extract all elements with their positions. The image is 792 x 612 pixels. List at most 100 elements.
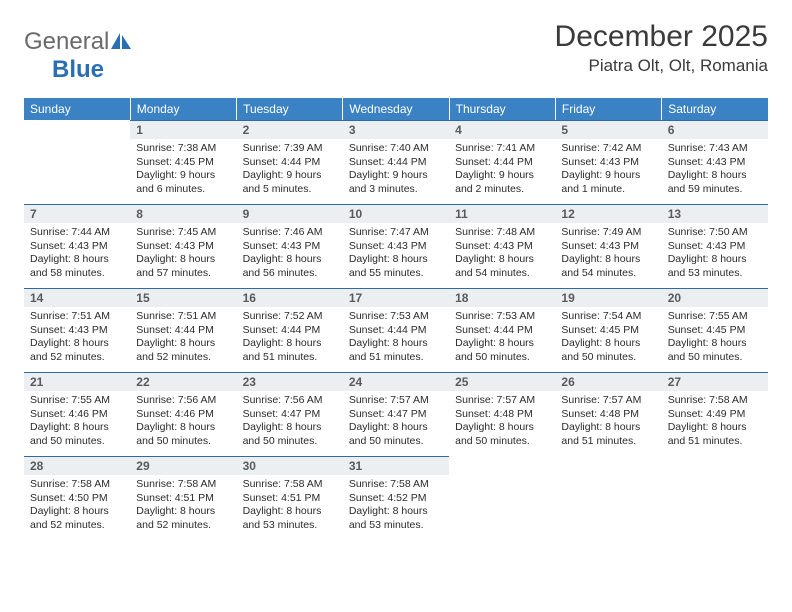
day-number: 16 [237,288,343,307]
day-number: 27 [662,372,768,391]
day-data: Sunrise: 7:49 AMSunset: 4:43 PMDaylight:… [555,223,661,285]
day-number: 10 [343,204,449,223]
day-number: 1 [130,120,236,139]
weekday-header: Sunday [24,98,130,120]
calendar-week-row: 7Sunrise: 7:44 AMSunset: 4:43 PMDaylight… [24,204,768,288]
calendar-day-cell: 22Sunrise: 7:56 AMSunset: 4:46 PMDayligh… [130,372,236,456]
calendar-day-cell: .. [555,456,661,540]
calendar-day-cell: 17Sunrise: 7:53 AMSunset: 4:44 PMDayligh… [343,288,449,372]
day-data: Sunrise: 7:55 AMSunset: 4:45 PMDaylight:… [662,307,768,369]
day-data: Sunrise: 7:58 AMSunset: 4:51 PMDaylight:… [130,475,236,537]
title-block: December 2025 Piatra Olt, Olt, Romania [555,20,768,76]
day-number: 2 [237,120,343,139]
location: Piatra Olt, Olt, Romania [555,56,768,76]
day-data: Sunrise: 7:55 AMSunset: 4:46 PMDaylight:… [24,391,130,453]
logo-text-blue: Blue [52,56,104,83]
day-number: 21 [24,372,130,391]
day-number: 20 [662,288,768,307]
day-data: Sunrise: 7:40 AMSunset: 4:44 PMDaylight:… [343,139,449,201]
day-data: Sunrise: 7:58 AMSunset: 4:52 PMDaylight:… [343,475,449,537]
day-data: Sunrise: 7:38 AMSunset: 4:45 PMDaylight:… [130,139,236,201]
day-number: 25 [449,372,555,391]
calendar-week-row: ..1Sunrise: 7:38 AMSunset: 4:45 PMDaylig… [24,120,768,204]
day-data: Sunrise: 7:58 AMSunset: 4:49 PMDaylight:… [662,391,768,453]
day-number: 23 [237,372,343,391]
calendar-week-row: 14Sunrise: 7:51 AMSunset: 4:43 PMDayligh… [24,288,768,372]
calendar-day-cell: 1Sunrise: 7:38 AMSunset: 4:45 PMDaylight… [130,120,236,204]
calendar-day-cell: 9Sunrise: 7:46 AMSunset: 4:43 PMDaylight… [237,204,343,288]
day-data: Sunrise: 7:46 AMSunset: 4:43 PMDaylight:… [237,223,343,285]
day-data: Sunrise: 7:51 AMSunset: 4:43 PMDaylight:… [24,307,130,369]
weekday-header: Thursday [449,98,555,120]
calendar-head: SundayMondayTuesdayWednesdayThursdayFrid… [24,98,768,120]
calendar-day-cell: 15Sunrise: 7:51 AMSunset: 4:44 PMDayligh… [130,288,236,372]
calendar-day-cell: 2Sunrise: 7:39 AMSunset: 4:44 PMDaylight… [237,120,343,204]
calendar-day-cell: 4Sunrise: 7:41 AMSunset: 4:44 PMDaylight… [449,120,555,204]
calendar-day-cell: 13Sunrise: 7:50 AMSunset: 4:43 PMDayligh… [662,204,768,288]
day-number: 29 [130,456,236,475]
day-data: Sunrise: 7:58 AMSunset: 4:51 PMDaylight:… [237,475,343,537]
day-data: Sunrise: 7:51 AMSunset: 4:44 PMDaylight:… [130,307,236,369]
day-number: 6 [662,120,768,139]
day-number: 31 [343,456,449,475]
day-data: Sunrise: 7:56 AMSunset: 4:47 PMDaylight:… [237,391,343,453]
day-number: 30 [237,456,343,475]
day-data: Sunrise: 7:43 AMSunset: 4:43 PMDaylight:… [662,139,768,201]
calendar-day-cell: 23Sunrise: 7:56 AMSunset: 4:47 PMDayligh… [237,372,343,456]
day-number: 4 [449,120,555,139]
calendar-day-cell: 16Sunrise: 7:52 AMSunset: 4:44 PMDayligh… [237,288,343,372]
calendar-day-cell: 27Sunrise: 7:58 AMSunset: 4:49 PMDayligh… [662,372,768,456]
calendar-day-cell: 26Sunrise: 7:57 AMSunset: 4:48 PMDayligh… [555,372,661,456]
calendar-day-cell: 7Sunrise: 7:44 AMSunset: 4:43 PMDaylight… [24,204,130,288]
day-number: 17 [343,288,449,307]
day-data: Sunrise: 7:42 AMSunset: 4:43 PMDaylight:… [555,139,661,201]
day-data: Sunrise: 7:47 AMSunset: 4:43 PMDaylight:… [343,223,449,285]
day-data: Sunrise: 7:56 AMSunset: 4:46 PMDaylight:… [130,391,236,453]
calendar-day-cell: 24Sunrise: 7:57 AMSunset: 4:47 PMDayligh… [343,372,449,456]
day-data: Sunrise: 7:45 AMSunset: 4:43 PMDaylight:… [130,223,236,285]
month-title: December 2025 [555,20,768,54]
calendar-day-cell: .. [24,120,130,204]
day-number: 9 [237,204,343,223]
day-data: Sunrise: 7:53 AMSunset: 4:44 PMDaylight:… [343,307,449,369]
weekday-header: Monday [130,98,236,120]
day-number: 19 [555,288,661,307]
day-data: Sunrise: 7:50 AMSunset: 4:43 PMDaylight:… [662,223,768,285]
day-number: 13 [662,204,768,223]
weekday-header: Wednesday [343,98,449,120]
logo: General Blue [24,26,131,84]
calendar-day-cell: 25Sunrise: 7:57 AMSunset: 4:48 PMDayligh… [449,372,555,456]
calendar-day-cell: 30Sunrise: 7:58 AMSunset: 4:51 PMDayligh… [237,456,343,540]
calendar-day-cell: .. [449,456,555,540]
calendar-day-cell: 11Sunrise: 7:48 AMSunset: 4:43 PMDayligh… [449,204,555,288]
calendar-week-row: 28Sunrise: 7:58 AMSunset: 4:50 PMDayligh… [24,456,768,540]
day-number: 8 [130,204,236,223]
calendar-day-cell: 5Sunrise: 7:42 AMSunset: 4:43 PMDaylight… [555,120,661,204]
calendar-day-cell: 29Sunrise: 7:58 AMSunset: 4:51 PMDayligh… [130,456,236,540]
calendar-day-cell: 31Sunrise: 7:58 AMSunset: 4:52 PMDayligh… [343,456,449,540]
weekday-header: Saturday [662,98,768,120]
day-number: 22 [130,372,236,391]
day-data: Sunrise: 7:52 AMSunset: 4:44 PMDaylight:… [237,307,343,369]
day-number: 14 [24,288,130,307]
day-number: 15 [130,288,236,307]
logo-sail-icon [111,28,131,56]
calendar-day-cell: 6Sunrise: 7:43 AMSunset: 4:43 PMDaylight… [662,120,768,204]
calendar-day-cell: 14Sunrise: 7:51 AMSunset: 4:43 PMDayligh… [24,288,130,372]
logo-text-general: General [24,28,109,55]
day-data: Sunrise: 7:57 AMSunset: 4:47 PMDaylight:… [343,391,449,453]
calendar-day-cell: 28Sunrise: 7:58 AMSunset: 4:50 PMDayligh… [24,456,130,540]
day-data: Sunrise: 7:58 AMSunset: 4:50 PMDaylight:… [24,475,130,537]
day-data: Sunrise: 7:39 AMSunset: 4:44 PMDaylight:… [237,139,343,201]
day-number: 7 [24,204,130,223]
calendar-table: SundayMondayTuesdayWednesdayThursdayFrid… [24,98,768,540]
day-number: 26 [555,372,661,391]
day-number: 3 [343,120,449,139]
day-data: Sunrise: 7:57 AMSunset: 4:48 PMDaylight:… [449,391,555,453]
day-data: Sunrise: 7:44 AMSunset: 4:43 PMDaylight:… [24,223,130,285]
day-number: 12 [555,204,661,223]
calendar-day-cell: 12Sunrise: 7:49 AMSunset: 4:43 PMDayligh… [555,204,661,288]
calendar-day-cell: 18Sunrise: 7:53 AMSunset: 4:44 PMDayligh… [449,288,555,372]
day-number: 18 [449,288,555,307]
day-data: Sunrise: 7:41 AMSunset: 4:44 PMDaylight:… [449,139,555,201]
